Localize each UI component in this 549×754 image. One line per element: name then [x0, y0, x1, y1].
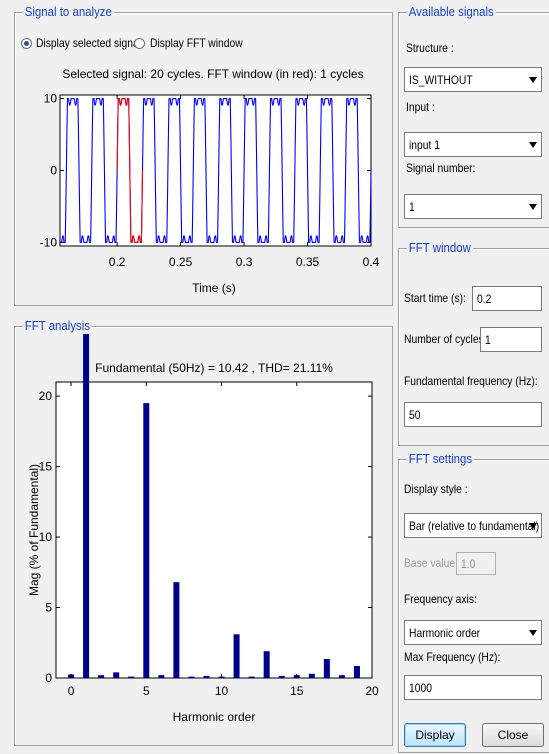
signal-to-analyze-panel: Signal to analyze: [14, 4, 393, 306]
display-style-value: Bar (relative to fundamental): [409, 519, 540, 533]
start-time-value: 0.2: [477, 292, 492, 306]
display-selected-signal-radio[interactable]: [21, 38, 32, 49]
frequency-axis-value: Harmonic order: [409, 626, 481, 640]
chevron-down-icon: [529, 142, 537, 148]
input-label: Input :: [406, 100, 435, 114]
chevron-down-icon: [529, 204, 537, 210]
chevron-down-icon: [529, 630, 537, 636]
start-time-label: Start time (s):: [404, 291, 466, 305]
chevron-down-icon: [529, 523, 537, 529]
frequency-axis-label: Frequency axis:: [404, 592, 477, 606]
fundamental-frequency-value: 50: [409, 408, 421, 422]
number-of-cycles-label: Number of cycles:: [404, 332, 487, 346]
signal-number-label: Signal number:: [406, 161, 476, 175]
fft-window-panel: FFT window: [398, 240, 549, 446]
input-value: input 1: [409, 138, 440, 152]
signal-panel-title: Signal to analyze: [23, 4, 114, 19]
structure-dropdown[interactable]: IS_WITHOUT: [404, 67, 542, 92]
fft-window-title: FFT window: [407, 240, 473, 255]
number-of-cycles-value: 1: [485, 333, 491, 347]
available-signals-panel: Available signals: [398, 4, 549, 228]
structure-value: IS_WITHOUT: [409, 73, 473, 87]
signal-number-dropdown[interactable]: 1: [404, 194, 542, 219]
structure-label: Structure :: [406, 41, 454, 55]
fft-settings-title: FFT settings: [407, 451, 474, 466]
display-style-dropdown[interactable]: Bar (relative to fundamental): [404, 513, 542, 538]
base-value-label: Base value:: [404, 556, 458, 570]
input-dropdown[interactable]: input 1: [404, 132, 542, 157]
fundamental-frequency-field[interactable]: 50: [404, 402, 542, 427]
display-fft-window-label[interactable]: Display FFT window: [150, 36, 243, 50]
fft-panel-title: FFT analysis: [23, 318, 92, 333]
signal-number-value: 1: [409, 200, 415, 214]
base-value-value: 1.0: [461, 557, 476, 571]
chevron-down-icon: [529, 77, 537, 83]
number-of-cycles-field[interactable]: 1: [480, 327, 542, 352]
fundamental-frequency-label: Fundamental frequency (Hz):: [404, 374, 538, 388]
frequency-axis-dropdown[interactable]: Harmonic order: [404, 620, 542, 645]
max-frequency-value: 1000: [409, 681, 432, 695]
close-button[interactable]: Close: [482, 723, 544, 747]
max-frequency-label: Max Frequency (Hz):: [404, 650, 501, 664]
available-signals-title: Available signals: [407, 4, 496, 19]
display-style-label: Display style :: [404, 482, 468, 496]
fft-analysis-panel: FFT analysis: [14, 318, 393, 746]
max-frequency-field[interactable]: 1000: [404, 675, 542, 700]
display-selected-signal-label[interactable]: Display selected signal: [36, 36, 141, 50]
display-button[interactable]: Display: [404, 723, 466, 747]
start-time-field[interactable]: 0.2: [472, 286, 542, 311]
fft-settings-panel: FFT settings: [398, 451, 549, 753]
display-fft-window-radio[interactable]: [134, 38, 145, 49]
base-value-field: 1.0: [456, 552, 496, 575]
